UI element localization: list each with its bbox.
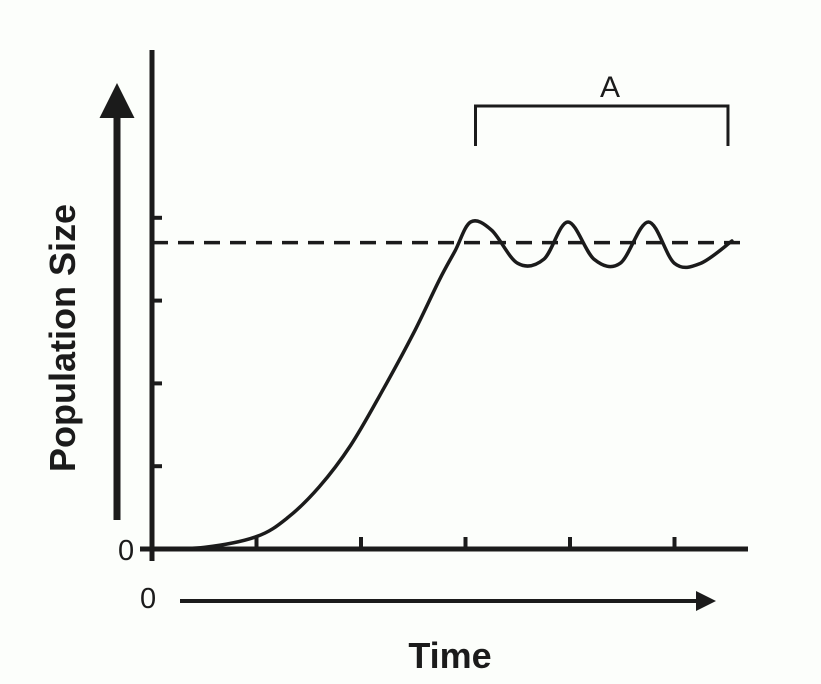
x-origin-label: 0 bbox=[140, 583, 156, 615]
x-axis-label: Time bbox=[408, 635, 491, 676]
bracket-a-label: A bbox=[600, 71, 620, 104]
y-origin-label: 0 bbox=[118, 535, 134, 567]
bracket-a bbox=[474, 104, 730, 146]
population-curve bbox=[150, 219, 734, 551]
y-axis-label: Population Size bbox=[42, 204, 83, 472]
